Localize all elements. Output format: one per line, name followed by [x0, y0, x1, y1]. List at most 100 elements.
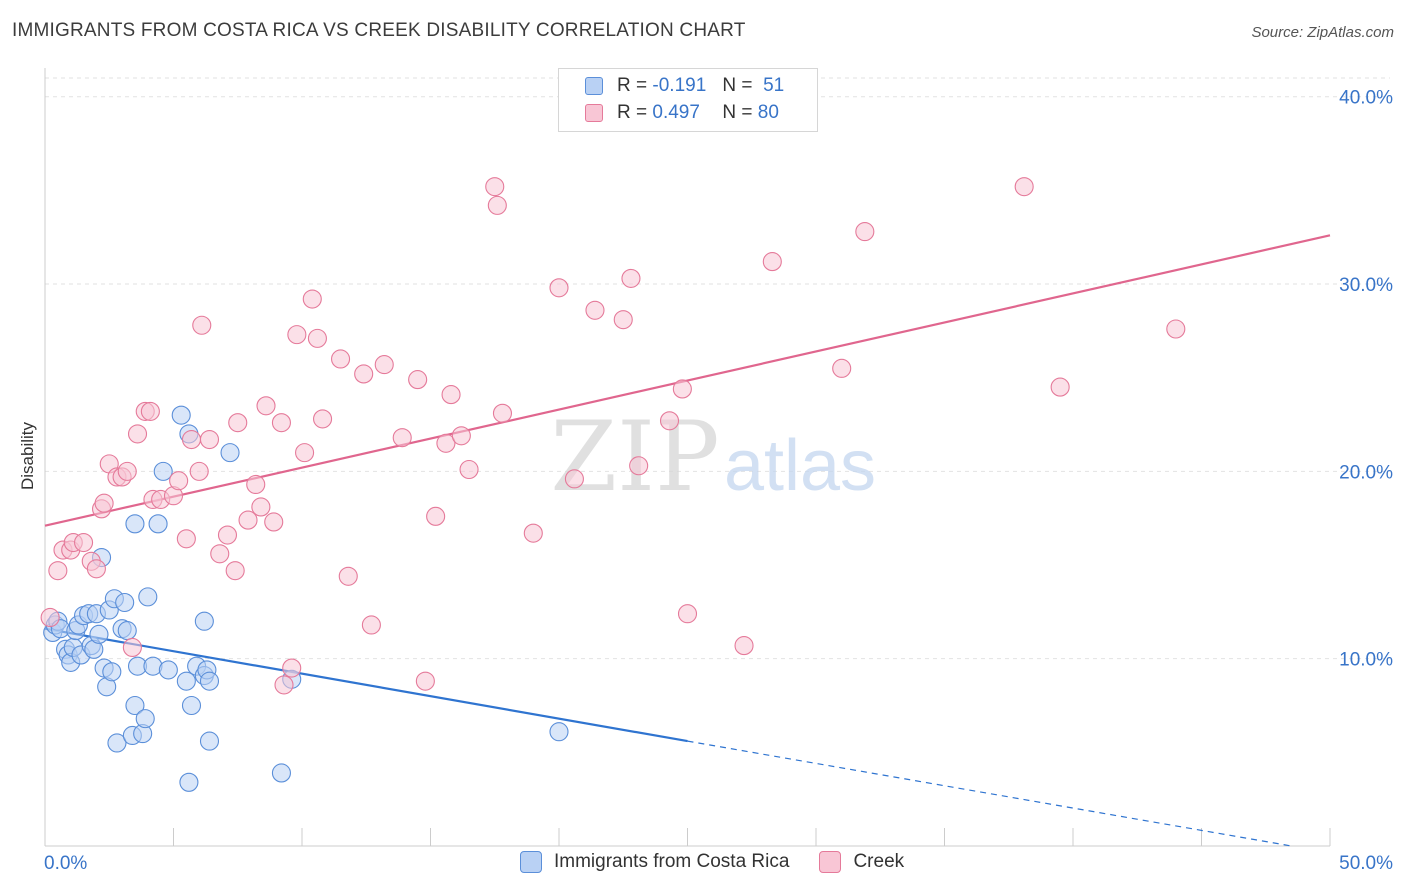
creek-point [613, 310, 633, 330]
costa-rica-point [138, 587, 158, 607]
creek-point [374, 355, 394, 375]
creek-point [264, 512, 284, 532]
creek-point [451, 426, 471, 446]
tick-labels: 10.0% 20.0% 30.0% 40.0% 0.0% 50.0% [44, 88, 1393, 874]
y-axis-label: Disability [18, 421, 37, 491]
creek-point [1166, 319, 1186, 339]
creek-point [330, 349, 351, 369]
creek-point [74, 532, 94, 553]
creek-point [40, 607, 60, 628]
creek-point [127, 424, 148, 444]
costa-rica-point [115, 592, 135, 613]
creek-point [415, 671, 435, 691]
legend-label-costa-rica: Immigrants from Costa Rica [554, 851, 790, 872]
creek-point [585, 300, 605, 320]
y-tick-label: 10.0% [1339, 650, 1393, 671]
costa-rica-point [125, 514, 145, 534]
legend-swatch-blue [585, 77, 603, 95]
gridlines [45, 77, 1390, 660]
costa-rica-point [125, 695, 145, 716]
legend-row-costa-rica: R = -0.191 N = 51 [585, 73, 784, 99]
legend-r-label: R = [617, 75, 648, 96]
creek-point [313, 409, 333, 429]
creek-point [734, 636, 754, 656]
y-tick-label: 20.0% [1339, 462, 1393, 483]
creek-point [1050, 377, 1070, 397]
creek-point [274, 675, 294, 695]
creek-point [441, 385, 461, 405]
y-tick-label: 30.0% [1339, 275, 1393, 296]
creek-point [629, 456, 649, 476]
creek-point [762, 252, 782, 272]
creek-point [48, 561, 68, 581]
creek-point [855, 222, 875, 242]
creek-point [225, 561, 245, 581]
creek-point [189, 461, 209, 481]
creek-point [1014, 177, 1034, 197]
legend-n-label: N = [722, 75, 753, 96]
creek-point [307, 328, 327, 348]
y-tick-label: 40.0% [1339, 88, 1393, 109]
legend-r-value: 0.497 [652, 102, 700, 123]
legend-r-label: R = [617, 102, 648, 123]
creek-point [659, 411, 680, 431]
trend-line-costa-rica [44, 627, 688, 743]
creek-point [282, 658, 302, 678]
costa-rica-point [102, 662, 122, 682]
creek-point [86, 559, 106, 579]
creek-point [140, 401, 160, 421]
creek-point [122, 637, 142, 657]
watermark: ZIP atlas [550, 401, 876, 513]
legend-item-creek[interactable]: Creek [819, 851, 904, 873]
costa-rica-point [171, 405, 191, 425]
creek-point [217, 525, 238, 545]
axes [44, 68, 1331, 847]
creek-point [408, 370, 428, 390]
x-tick-label-max: 50.0% [1339, 853, 1393, 874]
creek-point [199, 429, 220, 450]
creek-point [94, 493, 114, 513]
creek-point [117, 461, 137, 481]
creek-point [672, 379, 692, 399]
creek-point [436, 433, 456, 453]
creek-point [485, 177, 505, 197]
creek-point [287, 325, 307, 345]
costa-rica-point [194, 611, 214, 631]
creek-point [832, 358, 852, 378]
legend-n-label: N = [722, 102, 753, 123]
trend-lines [44, 234, 1331, 847]
costa-rica-point [117, 621, 137, 641]
creek-point [459, 459, 479, 480]
costa-rica-point [179, 772, 199, 792]
creek-point [251, 497, 271, 517]
legend-row-creek: R = 0.497 N = 80 [585, 100, 779, 126]
legend-label-creek: Creek [853, 851, 905, 872]
costa-rica-point [199, 671, 220, 691]
creek-point [271, 413, 291, 433]
series-costa-rica-points [43, 405, 569, 792]
creek-point [677, 604, 698, 624]
creek-point [487, 195, 507, 215]
creek-point [523, 523, 543, 543]
creek-point [492, 403, 513, 423]
costa-rica-point [158, 660, 178, 680]
creek-point [295, 443, 315, 463]
legend-r-value: -0.191 [652, 75, 707, 96]
legend-item-costa-rica[interactable]: Immigrants from Costa Rica [520, 851, 789, 873]
legend-swatch-pink [585, 104, 603, 122]
costa-rica-point [148, 514, 168, 534]
creek-point [181, 429, 202, 450]
legend-n-value: 80 [757, 102, 779, 123]
source-label: Source: ZipAtlas.com [1251, 24, 1394, 41]
legend-n-value: 51 [763, 75, 785, 96]
creek-point [238, 510, 258, 530]
costa-rica-point [549, 722, 569, 742]
creek-point [302, 289, 322, 309]
legend-swatch-pink [819, 851, 842, 873]
costa-rica-point [176, 671, 196, 691]
creek-point [564, 469, 584, 489]
creek-point [426, 506, 446, 526]
creek-point [392, 428, 412, 448]
creek-point [338, 566, 358, 586]
